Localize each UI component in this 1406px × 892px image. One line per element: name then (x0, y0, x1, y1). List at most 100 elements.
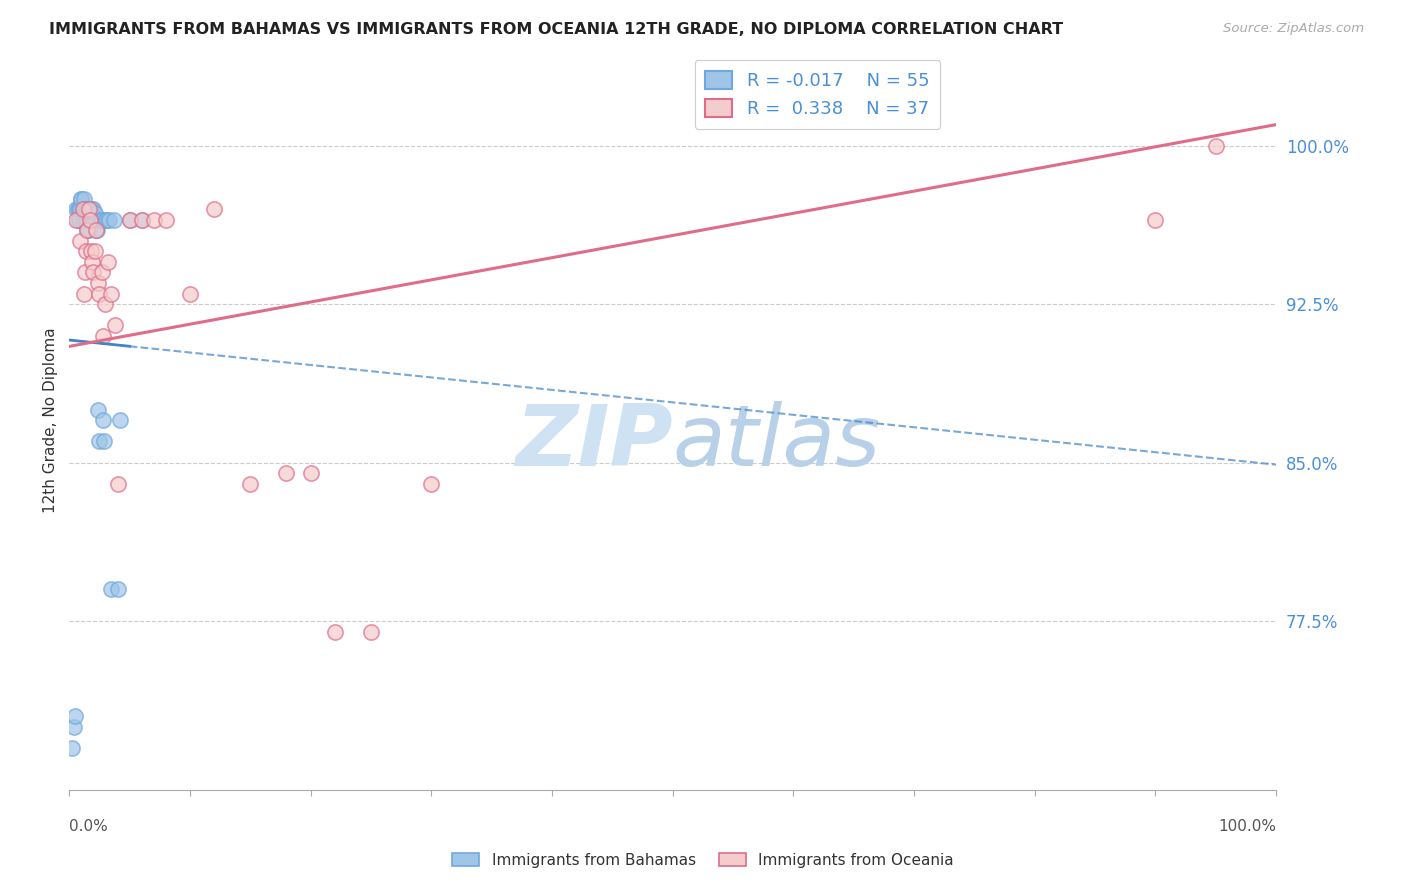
Point (73, 212, 96, 227)
Point (118, 212, 141, 227)
Point (82, 255, 104, 269)
Point (65, 202, 87, 216)
Point (79, 212, 101, 227)
Point (69, 212, 91, 227)
Point (82, 202, 104, 216)
Point (73, 192, 96, 206)
Legend: R = -0.017    N = 55, R =  0.338    N = 37: R = -0.017 N = 55, R = 0.338 N = 37 (695, 60, 941, 129)
Point (72, 202, 94, 216)
Point (80, 202, 103, 216)
Point (103, 212, 125, 227)
Point (83, 244, 105, 259)
Point (67, 202, 90, 216)
Point (79, 202, 101, 216)
Point (107, 582, 129, 597)
Point (91, 413, 114, 427)
Point (72, 212, 94, 227)
Point (107, 476, 129, 491)
Point (75, 244, 97, 259)
Point (70, 192, 93, 206)
Point (360, 624, 382, 639)
Point (94, 297, 117, 311)
Point (118, 212, 141, 227)
Point (91, 328, 114, 343)
Point (87, 276, 110, 290)
Point (76, 223, 98, 237)
Point (77, 202, 100, 216)
Point (142, 212, 165, 227)
Point (89, 286, 111, 301)
Point (84, 223, 107, 237)
Text: 0.0%: 0.0% (69, 820, 108, 835)
Legend: Immigrants from Bahamas, Immigrants from Oceania: Immigrants from Bahamas, Immigrants from… (444, 845, 962, 875)
Point (75, 202, 97, 216)
Point (73, 265, 96, 279)
Point (70, 192, 93, 206)
Point (80, 244, 103, 259)
Point (84, 223, 107, 237)
Point (77, 223, 100, 237)
Point (73, 202, 96, 216)
Point (79, 206, 101, 220)
Point (104, 318, 127, 333)
Point (72, 202, 94, 216)
Point (93, 434, 115, 449)
Point (67, 212, 90, 227)
Point (83, 206, 105, 220)
Point (420, 476, 443, 491)
Point (96, 212, 118, 227)
Point (100, 286, 122, 301)
Point (108, 413, 131, 427)
Point (179, 286, 201, 301)
Point (87, 402, 110, 417)
Y-axis label: 12th Grade, No Diploma: 12th Grade, No Diploma (44, 327, 58, 513)
Point (76, 223, 98, 237)
Point (69, 202, 91, 216)
Point (1205, 138, 1227, 153)
Point (73, 286, 96, 301)
Point (131, 212, 153, 227)
Point (65, 212, 87, 227)
Point (82, 265, 104, 279)
Point (63, 720, 86, 734)
Point (65, 709, 87, 723)
Point (202, 202, 225, 216)
Point (66, 212, 89, 227)
Text: Source: ZipAtlas.com: Source: ZipAtlas.com (1223, 22, 1364, 36)
Text: ZIP: ZIP (515, 401, 672, 484)
Point (97, 255, 120, 269)
Point (82, 212, 104, 227)
Point (276, 466, 298, 480)
Point (86, 223, 108, 237)
Point (82, 202, 104, 216)
Point (89, 434, 111, 449)
Point (83, 212, 105, 227)
Point (323, 624, 346, 639)
Point (76, 206, 98, 220)
Point (90, 212, 112, 227)
Text: IMMIGRANTS FROM BAHAMAS VS IMMIGRANTS FROM OCEANIA 12TH GRADE, NO DIPLOMA CORREL: IMMIGRANTS FROM BAHAMAS VS IMMIGRANTS FR… (49, 22, 1063, 37)
Point (80, 212, 103, 227)
Point (66, 202, 89, 216)
Point (69, 234, 91, 248)
Point (90, 212, 112, 227)
Point (60, 740, 83, 755)
Point (73, 202, 96, 216)
Point (100, 582, 122, 597)
Text: 100.0%: 100.0% (1218, 820, 1277, 835)
Point (75, 212, 97, 227)
Point (94, 212, 117, 227)
Point (77, 206, 100, 220)
Point (98, 212, 121, 227)
Point (1144, 212, 1167, 227)
Point (131, 212, 153, 227)
Point (90, 265, 112, 279)
Point (299, 466, 322, 480)
Point (76, 212, 98, 227)
Point (73, 206, 96, 220)
Point (239, 476, 262, 491)
Text: atlas: atlas (672, 401, 880, 484)
Point (82, 212, 104, 227)
Point (76, 202, 98, 216)
Point (79, 212, 101, 227)
